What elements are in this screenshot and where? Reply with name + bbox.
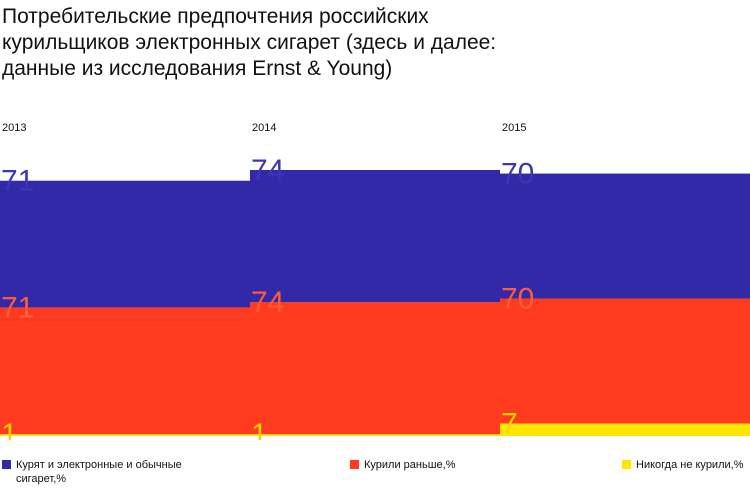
area-segment	[250, 170, 500, 303]
value-label: 71	[1, 165, 34, 198]
legend: Курят и электронные и обычные сигарет,% К…	[0, 458, 750, 490]
area-segment	[500, 173, 750, 299]
area-segment	[0, 307, 250, 435]
value-label: 7	[501, 407, 518, 440]
legend-label: Курили раньше,%	[364, 459, 456, 471]
value-label: 70	[501, 157, 534, 190]
legend-item: Курили раньше,%	[348, 458, 456, 472]
legend-label: Никогда не курили,%	[636, 459, 744, 471]
area-segment	[0, 434, 250, 436]
legend-item: Курят и электронные и обычные сигарет,%	[0, 458, 200, 486]
legend-label: Курят и электронные и обычные сигарет,%	[16, 459, 182, 485]
value-label: 74	[251, 154, 284, 187]
area-segment	[500, 423, 750, 436]
value-label: 74	[251, 286, 284, 319]
year-label: 2014	[252, 122, 276, 134]
area-segment	[0, 180, 250, 308]
legend-swatch	[2, 460, 11, 469]
value-label: 70	[501, 282, 534, 315]
value-label: 1	[1, 418, 18, 440]
area-segment	[250, 302, 500, 435]
legend-swatch	[350, 460, 359, 469]
year-label: 2013	[2, 122, 26, 134]
area-segment	[250, 434, 500, 436]
value-label: 71	[1, 291, 34, 324]
legend-swatch	[622, 460, 631, 469]
year-label: 2015	[502, 122, 526, 134]
value-label: 1	[251, 418, 268, 440]
legend-item: Никогда не курили,%	[620, 458, 743, 472]
chart-title: Потребительские предпочтения российских …	[2, 5, 497, 80]
chart: 2013 1 71 71 2014 1 74 74 2015 7 70 70	[0, 122, 750, 440]
area-segment	[500, 298, 750, 424]
